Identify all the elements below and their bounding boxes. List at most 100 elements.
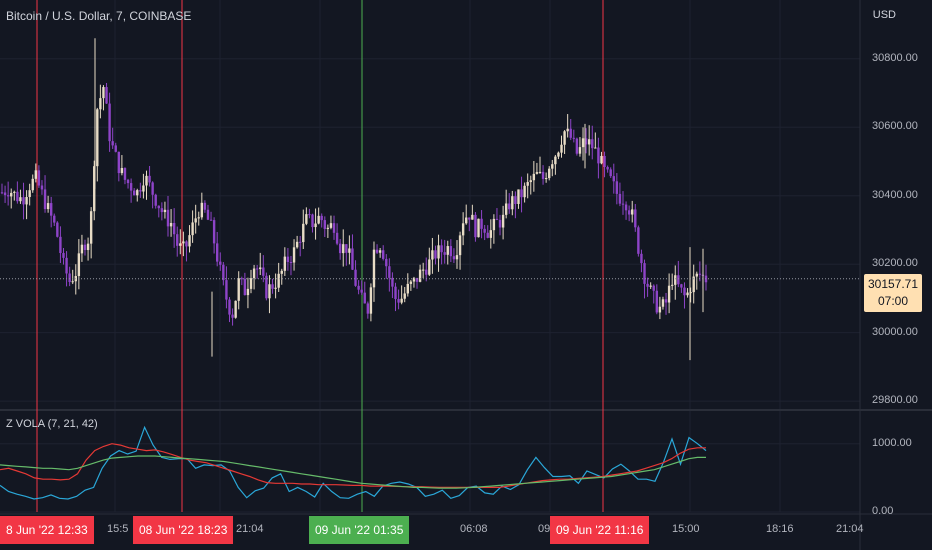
candle-body	[477, 218, 480, 238]
time-tick-label: 21:04	[236, 523, 264, 535]
candle-body	[108, 103, 111, 142]
candle-body	[403, 293, 406, 299]
candle-body	[194, 218, 197, 223]
candle-body	[274, 287, 277, 289]
candle-body	[34, 170, 38, 179]
candle-body	[418, 269, 422, 282]
candle-body	[649, 285, 652, 287]
candle-body	[637, 227, 640, 254]
candle-body	[234, 300, 237, 318]
candle-body	[443, 252, 446, 255]
candle-body	[0, 192, 4, 194]
candle-body	[511, 196, 514, 210]
candle-body	[578, 147, 582, 154]
candle-body	[434, 250, 437, 259]
chart-title[interactable]: Bitcoin / U.S. Dollar, 7, COINBASE	[6, 9, 192, 23]
candle-body	[437, 245, 440, 259]
candle-body	[375, 249, 379, 253]
price-tick-label: 30800.00	[872, 51, 918, 64]
candle-body	[225, 280, 228, 300]
candle-body	[179, 243, 182, 246]
candle-body	[695, 273, 698, 277]
candle-body	[289, 261, 293, 263]
candle-body	[621, 203, 625, 205]
candle-body	[65, 257, 68, 274]
candle-body	[483, 228, 486, 233]
candle-body	[532, 173, 536, 181]
candle-body	[215, 243, 219, 262]
candle-body	[277, 273, 280, 288]
candle-body	[504, 203, 508, 215]
candle-body	[667, 285, 671, 303]
candle-body	[557, 152, 560, 157]
candle-body	[62, 253, 65, 258]
candle-body	[6, 195, 10, 197]
candle-body	[71, 281, 74, 283]
candle-body	[305, 214, 308, 224]
candle-body	[652, 285, 655, 291]
candle-body	[369, 287, 373, 314]
candle-body	[157, 205, 160, 209]
vola-tick-label: 0.00	[872, 505, 894, 517]
indicator-title[interactable]: Z VOLA (7, 21, 42)	[6, 418, 98, 430]
candle-body	[698, 273, 702, 275]
candle-body	[49, 203, 53, 216]
candle-body	[495, 218, 499, 220]
candle-body	[231, 314, 234, 318]
candle-body	[166, 209, 170, 227]
time-tick-label: 06:08	[460, 523, 488, 535]
candle-body	[566, 128, 569, 132]
currency-label: USD	[872, 9, 896, 21]
candle-body	[646, 283, 649, 287]
candle-body	[16, 191, 19, 202]
candle-body	[185, 241, 188, 247]
candle-body	[360, 289, 363, 293]
candle-body	[240, 278, 243, 280]
candle-body	[154, 194, 157, 206]
vola-tick-label: 1000.00	[872, 436, 912, 449]
candle-body	[584, 138, 588, 145]
candle-body	[498, 219, 502, 228]
candle-body	[31, 178, 34, 191]
candle-body	[99, 98, 102, 110]
candle-body	[591, 139, 594, 149]
candle-body	[683, 287, 686, 296]
candle-body	[452, 256, 456, 260]
candle-body	[59, 236, 62, 254]
candle-body	[431, 250, 434, 260]
candle-body	[237, 278, 240, 301]
candle-body	[317, 215, 320, 224]
candle-body	[554, 156, 557, 165]
candle-body	[486, 232, 489, 238]
candle-body	[548, 168, 551, 179]
candle-body	[176, 234, 179, 246]
candle-body	[280, 270, 283, 274]
signal-time-tag: 08 Jun '22 18:23	[133, 516, 234, 544]
candle-body	[308, 214, 311, 216]
candle-body	[160, 208, 164, 213]
candle-body	[283, 256, 287, 271]
candle-body	[609, 169, 612, 177]
candle-body	[544, 178, 548, 180]
candle-body	[572, 137, 576, 139]
candle-body	[259, 267, 262, 270]
candle-body	[461, 223, 465, 236]
candle-body	[421, 269, 425, 271]
candle-body	[182, 241, 185, 244]
candle-body	[612, 176, 615, 182]
candle-body	[385, 258, 388, 267]
candle-body	[89, 211, 93, 244]
candle-body	[311, 214, 314, 228]
candle-body	[674, 275, 677, 285]
last-price-value: 30157.71	[867, 277, 919, 291]
candle-body	[624, 204, 628, 211]
candle-body	[492, 218, 496, 231]
candle-body	[262, 267, 265, 276]
candle-body	[615, 181, 619, 194]
candle-body	[468, 217, 471, 220]
time-tick-label: 21:04	[836, 523, 864, 535]
candle-body	[677, 275, 680, 285]
candle-body	[25, 196, 28, 205]
candle-body	[391, 277, 394, 287]
